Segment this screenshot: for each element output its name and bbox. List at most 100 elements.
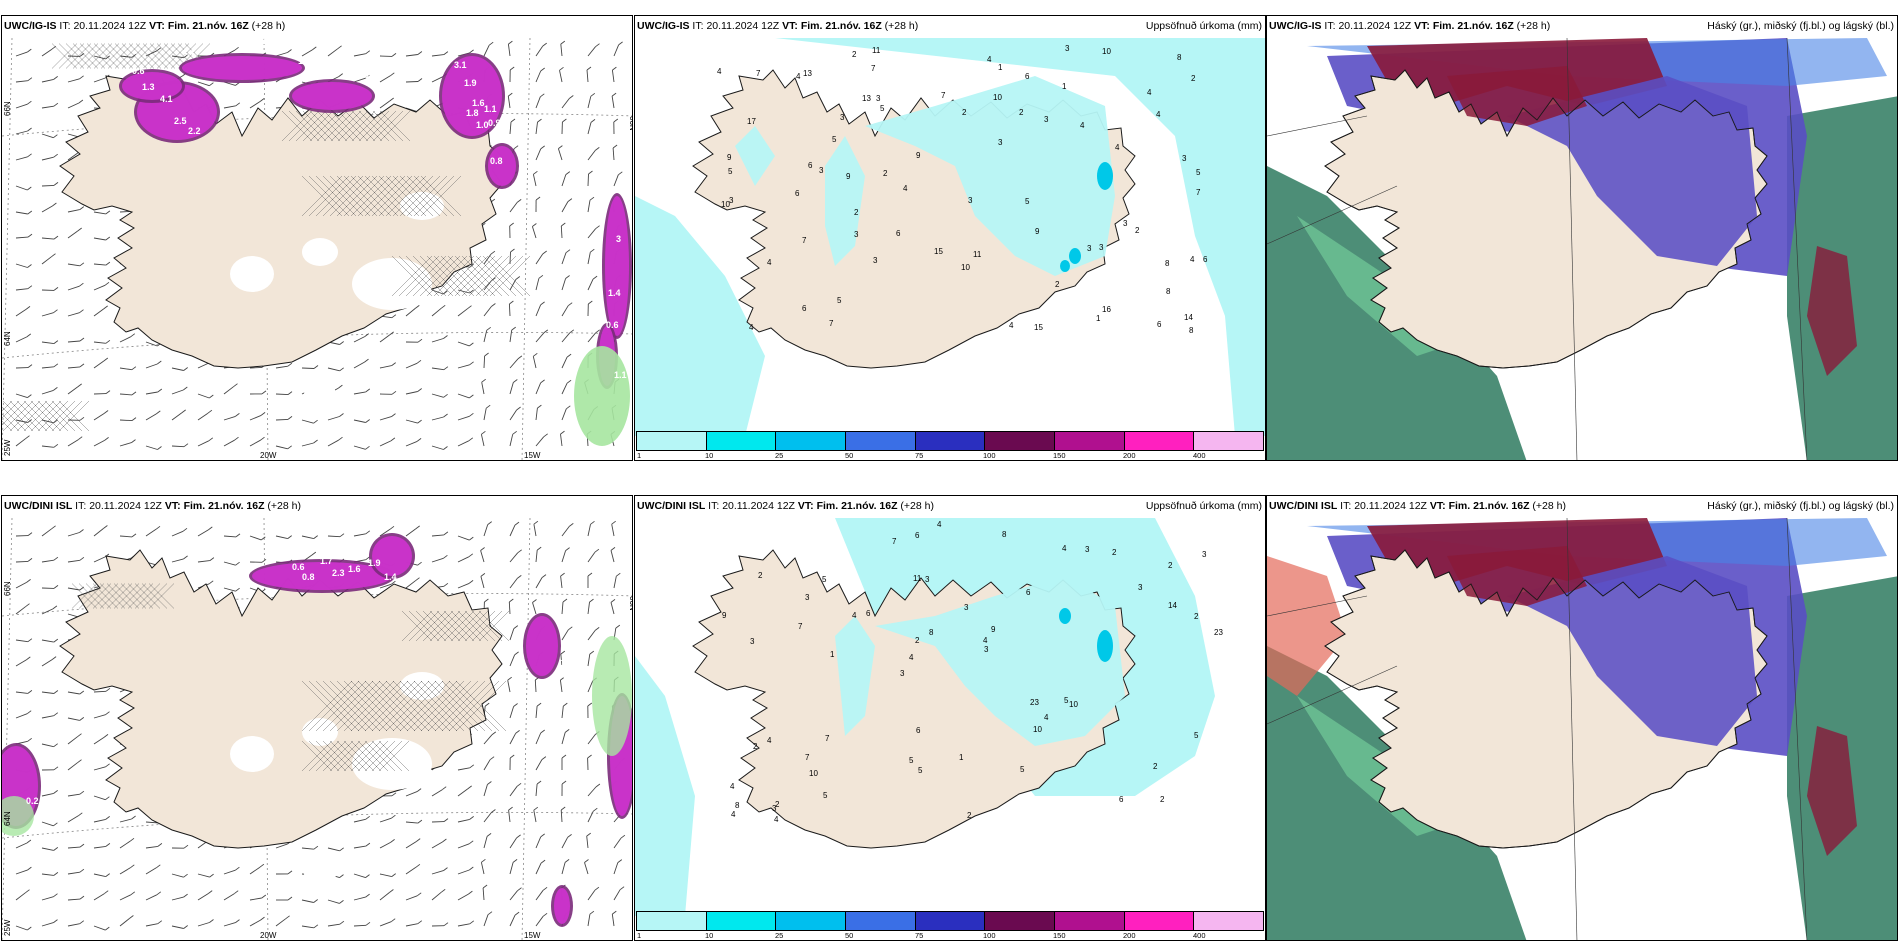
precip-value: 4 (983, 636, 988, 645)
wind-barb-flag (613, 118, 619, 123)
wind-barb-flag (391, 53, 397, 57)
snow-area (488, 146, 516, 186)
wind-barb (93, 284, 106, 291)
hatch-line (72, 43, 99, 69)
wind-barb-flag (589, 196, 595, 201)
wind-barb (353, 845, 366, 849)
hatch-line (440, 255, 482, 297)
wind-barb (431, 367, 444, 371)
wind-barb-flag (183, 386, 188, 391)
precip-value: 4 (774, 815, 779, 824)
wind-barb-flag (104, 281, 110, 286)
wind-barb-flag (53, 102, 59, 107)
wind-barb (67, 815, 79, 823)
wind-barb-flag (417, 388, 422, 392)
precip-value: 7 (798, 622, 803, 631)
wind-barb (405, 54, 418, 57)
wind-barb-flag (156, 891, 162, 896)
hatch-line (2, 420, 13, 432)
wind-barb-flag (515, 276, 521, 280)
wind-barb (483, 524, 489, 537)
wind-barb (301, 925, 314, 929)
forecast-offset: (+28 h) (884, 20, 919, 32)
wind-barb (301, 535, 314, 540)
hatch-line (58, 43, 85, 69)
wind-barb-flag (509, 300, 514, 305)
snow-label: 3 (616, 234, 621, 244)
wind-barb (431, 54, 444, 57)
precip-area-land (825, 136, 865, 266)
wind-barb (15, 892, 26, 901)
precip-colorbar (636, 431, 1264, 451)
wind-barb-flag (27, 364, 33, 368)
wind-barb (535, 836, 542, 849)
wind-barb-flag (468, 890, 473, 895)
wind-barb-flag (313, 439, 318, 444)
precip-value: 10 (1033, 725, 1042, 734)
hatch-line (357, 740, 389, 772)
wind-barb (457, 308, 468, 317)
wind-barb-flag (364, 358, 369, 363)
wind-barb (379, 440, 392, 447)
colorbar-seg (846, 912, 916, 930)
wind-barb (67, 923, 80, 927)
wind-barb-flag (287, 391, 293, 395)
wind-barb (119, 818, 132, 823)
wind-barb (145, 413, 157, 421)
wind-barb-flag (313, 535, 318, 539)
precip-value: 10 (1102, 47, 1111, 56)
wind-barb-flag (610, 547, 616, 551)
wind-barb-flag (542, 42, 547, 47)
vt-label: VT: (797, 500, 814, 512)
wind-barb-flag (593, 807, 598, 812)
wind-barb (535, 278, 540, 291)
hatch-line (344, 110, 376, 142)
snow-label: 4.1 (160, 94, 173, 104)
wind-barb-flag (103, 305, 108, 310)
wind-barb-flag (415, 305, 420, 309)
wind-barb-flag (560, 650, 566, 655)
wind-barb-flag (508, 806, 513, 811)
wind-barb-flag (589, 910, 595, 915)
wind-barb-flag (53, 235, 59, 240)
wind-barb-flag (78, 99, 84, 104)
colorbar-tick: 100 (983, 931, 996, 940)
precip-value: 2 (883, 169, 888, 178)
precip-area-heavy (1097, 162, 1113, 190)
wind-barb (379, 892, 390, 901)
wind-barb-flag (569, 329, 575, 334)
wind-barb (612, 147, 615, 161)
wind-barb (197, 529, 209, 537)
precip-value: 4 (1115, 143, 1120, 152)
wind-barb (480, 434, 485, 447)
wind-barb-flag (313, 899, 318, 903)
precip-value: 4 (717, 67, 722, 76)
wind-barb (535, 890, 544, 901)
hatch-line (2, 400, 13, 412)
wind-barb-flag (565, 249, 571, 254)
wind-barb (587, 786, 597, 797)
wind-barb-flag (610, 599, 616, 603)
wind-barb (249, 897, 262, 901)
hatch-line (468, 255, 510, 297)
snow-label: 1.4 (608, 288, 621, 298)
wind-barb-flag (287, 49, 292, 53)
wind-barb-flag (79, 529, 84, 533)
wind-barb-flag (79, 790, 85, 795)
precip-value: 8 (1165, 259, 1170, 268)
wind-barb-flag (590, 92, 596, 97)
wind-barb (41, 256, 52, 265)
wind-barb-flag (339, 533, 345, 538)
wind-barb-flag (417, 920, 423, 925)
lon-label: 20W (260, 931, 277, 940)
hatch-line (2, 400, 34, 432)
wind-barb-flag (209, 919, 214, 923)
wind-barb (613, 576, 617, 589)
precip-value: 7 (871, 64, 876, 73)
precip-value: 9 (722, 611, 727, 620)
wind-barb-flag (391, 814, 396, 819)
wind-barb (223, 439, 235, 447)
wind-barb-flag (595, 329, 600, 334)
hatch-line (2, 400, 27, 426)
precip-value: 4 (749, 323, 754, 332)
